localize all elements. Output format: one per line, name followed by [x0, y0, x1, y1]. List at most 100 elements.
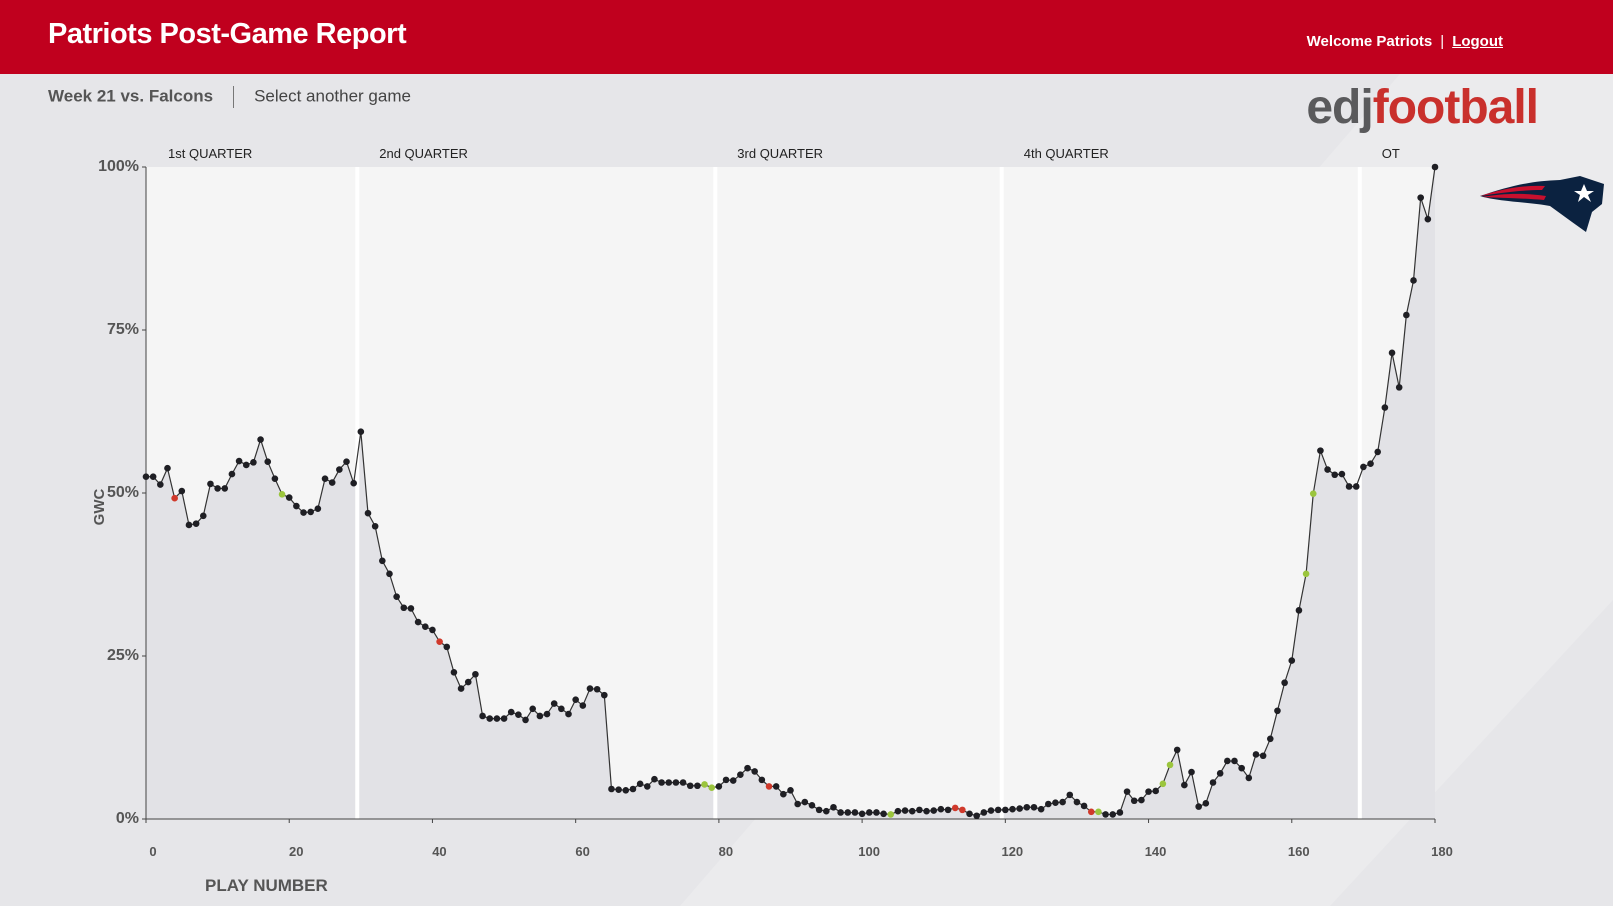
point — [486, 715, 494, 722]
point — [1166, 761, 1174, 769]
point — [601, 691, 608, 699]
point — [880, 810, 887, 818]
point — [221, 485, 229, 492]
point — [865, 809, 873, 816]
point — [550, 700, 558, 707]
point — [414, 618, 422, 626]
point — [1317, 447, 1324, 454]
point — [364, 509, 372, 517]
point — [228, 470, 236, 478]
point — [436, 638, 443, 645]
point — [429, 626, 436, 634]
point — [472, 670, 479, 678]
point — [1080, 802, 1088, 810]
point — [1002, 806, 1009, 814]
point — [199, 512, 207, 520]
point — [507, 708, 515, 716]
team-logo — [1480, 176, 1604, 232]
point — [1095, 808, 1102, 816]
point — [1138, 796, 1145, 804]
x-tick-label: 60 — [575, 844, 589, 859]
point — [787, 787, 794, 794]
x-tick-label: 20 — [289, 844, 303, 859]
point — [801, 798, 809, 806]
point — [464, 678, 472, 686]
point — [808, 802, 816, 809]
point — [214, 485, 221, 492]
point — [543, 710, 551, 718]
point — [772, 783, 780, 790]
point — [307, 508, 315, 516]
point — [916, 806, 923, 814]
point — [665, 779, 673, 786]
point — [701, 781, 708, 788]
current-game: Week 21 vs. Falcons — [48, 86, 214, 106]
y-tick-label: 25% — [107, 647, 139, 664]
point — [178, 487, 186, 495]
point — [379, 557, 386, 565]
point — [586, 685, 594, 692]
point — [278, 491, 286, 498]
y-tick-label: 75% — [107, 321, 139, 338]
logo-part: football — [1372, 81, 1539, 134]
point — [887, 811, 895, 818]
point — [558, 705, 565, 713]
point — [1231, 757, 1238, 765]
point — [171, 494, 178, 502]
point — [572, 696, 579, 703]
point — [629, 785, 637, 793]
point — [1281, 679, 1288, 687]
point — [1102, 811, 1109, 818]
point — [643, 783, 651, 790]
point — [1116, 809, 1124, 816]
point — [737, 771, 744, 778]
point — [1360, 463, 1367, 471]
point — [1367, 460, 1374, 467]
point — [1023, 803, 1031, 811]
point — [285, 494, 293, 501]
point — [1216, 770, 1224, 777]
point — [830, 803, 837, 811]
y-tick-label: 100% — [98, 158, 139, 175]
point — [1109, 811, 1117, 818]
point — [321, 475, 329, 482]
point — [758, 776, 766, 784]
point — [1059, 798, 1066, 806]
select-game-link[interactable]: Select another game — [254, 86, 411, 106]
page-title: Patriots Post-Game Report — [48, 18, 407, 50]
point — [328, 479, 336, 486]
point — [450, 669, 458, 676]
point — [729, 777, 737, 784]
x-tick-label: 80 — [719, 844, 733, 859]
point — [593, 685, 601, 693]
point — [371, 522, 379, 530]
point — [157, 481, 164, 488]
point — [930, 807, 938, 814]
point — [343, 458, 350, 466]
point — [1309, 490, 1317, 497]
point — [1181, 781, 1188, 789]
point — [515, 711, 522, 718]
point — [1338, 470, 1346, 478]
point — [293, 502, 300, 510]
point — [300, 509, 307, 516]
point — [944, 806, 952, 814]
point — [1066, 791, 1074, 799]
point — [400, 604, 408, 612]
point — [651, 775, 658, 783]
point — [959, 806, 966, 814]
point — [894, 807, 902, 815]
point — [1224, 757, 1231, 765]
point — [1195, 803, 1202, 810]
logout-link[interactable]: Logout — [1452, 33, 1503, 50]
point — [901, 807, 909, 814]
point — [980, 809, 988, 816]
point — [1252, 751, 1260, 758]
point — [794, 800, 801, 808]
point — [242, 461, 250, 469]
point — [235, 457, 243, 465]
point — [421, 623, 429, 630]
logo-part: edj — [1306, 81, 1373, 134]
